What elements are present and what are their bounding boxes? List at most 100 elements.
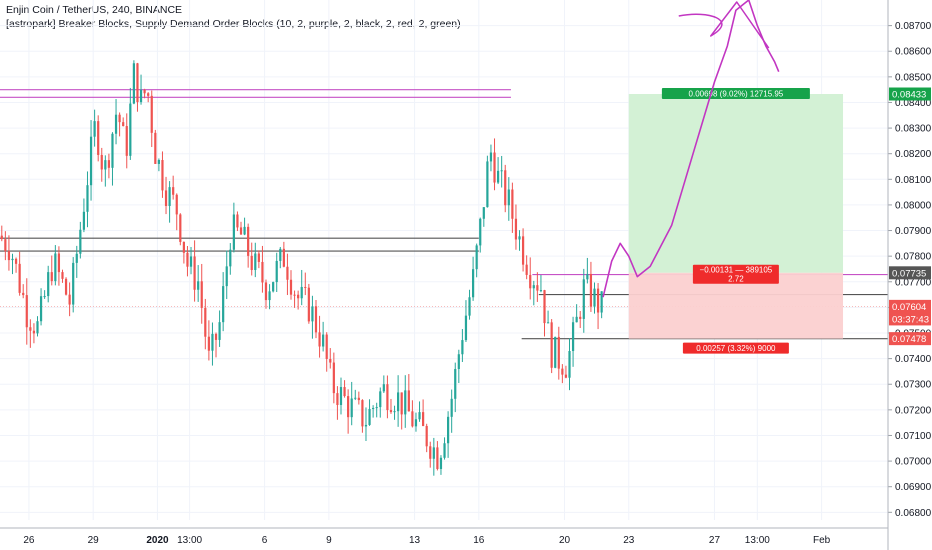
candle-body bbox=[243, 226, 246, 235]
target-label: 0.00698 (9.02%) 12715.95 bbox=[689, 90, 784, 99]
candle-body bbox=[204, 307, 207, 337]
candle-body bbox=[475, 245, 478, 270]
y-tick-label: 0.07200 bbox=[895, 405, 932, 416]
x-tick-label: 16 bbox=[473, 535, 485, 546]
y-tick-label: 0.06900 bbox=[895, 482, 932, 493]
center-label-box bbox=[692, 264, 779, 284]
candle-body bbox=[0, 235, 3, 240]
candle-body bbox=[218, 322, 221, 340]
candle-body bbox=[279, 248, 282, 261]
candle-body bbox=[47, 272, 50, 297]
candle-body bbox=[222, 286, 225, 323]
long-position-tool: 0.00698 (9.02%) 12715.95 −0.00131 — 38910… bbox=[628, 88, 844, 354]
y-tick-label: 0.07400 bbox=[895, 354, 932, 365]
candle-body bbox=[525, 264, 528, 275]
candle-body bbox=[397, 392, 400, 412]
candle-body bbox=[257, 253, 260, 262]
candle-body bbox=[168, 187, 171, 206]
candle-body bbox=[575, 316, 578, 323]
candle-body bbox=[307, 287, 310, 322]
candle-body bbox=[393, 411, 396, 413]
candle-body bbox=[336, 393, 339, 405]
candle-body bbox=[275, 260, 278, 283]
candle-body bbox=[157, 160, 160, 164]
candle-body bbox=[54, 253, 57, 282]
candle-body bbox=[414, 419, 418, 427]
candle-body bbox=[172, 187, 175, 195]
y-tick-label: 0.08400 bbox=[895, 98, 932, 109]
stop-label-box bbox=[682, 342, 789, 354]
candle-body bbox=[432, 447, 435, 459]
candle-body bbox=[314, 306, 318, 333]
candle-body bbox=[68, 294, 71, 305]
candle-body bbox=[364, 424, 368, 427]
candle-body bbox=[504, 170, 507, 206]
candle-body bbox=[11, 258, 14, 261]
candle-body bbox=[557, 336, 560, 369]
candle-body bbox=[532, 285, 535, 289]
time-axis: 26 29 2020 13:00 6 9 13 16 20 23 27 13:00 Feb bbox=[0, 527, 888, 546]
candle-body bbox=[429, 446, 432, 459]
candle-body bbox=[600, 291, 603, 313]
x-tick-label: 2020 bbox=[146, 535, 169, 546]
candle-body bbox=[325, 334, 328, 359]
candle-body bbox=[350, 398, 353, 418]
candle-body bbox=[7, 251, 11, 261]
candle-body bbox=[343, 387, 346, 397]
candle-body bbox=[232, 214, 235, 250]
x-tick-label: 26 bbox=[23, 535, 35, 546]
candle-body bbox=[454, 369, 457, 399]
stop-label: 0.00257 (3.32%) 9000 bbox=[696, 344, 776, 353]
candle-body bbox=[411, 411, 414, 427]
x-tick-label: 13 bbox=[409, 535, 421, 546]
candle-body bbox=[182, 241, 185, 253]
candle-body bbox=[439, 457, 443, 469]
y-tick-label: 0.07800 bbox=[895, 252, 932, 263]
x-tick-label: 6 bbox=[262, 535, 268, 546]
candle-body bbox=[14, 258, 18, 264]
candle-body bbox=[86, 185, 89, 212]
candle-body bbox=[539, 290, 543, 292]
y-tick-label: 0.07000 bbox=[895, 457, 932, 468]
candle-body bbox=[418, 412, 421, 420]
candle-body bbox=[586, 273, 589, 280]
candle-body bbox=[446, 416, 450, 444]
candle-body bbox=[536, 285, 539, 291]
y-tick-label: 0.07700 bbox=[895, 277, 932, 288]
y-tick-label: 0.06800 bbox=[895, 508, 932, 519]
last-price-tag-box bbox=[889, 299, 931, 313]
candle-body bbox=[550, 322, 553, 368]
candle-body bbox=[529, 274, 532, 289]
y-tick-label: 0.08700 bbox=[895, 21, 932, 32]
candle-body bbox=[332, 362, 335, 394]
profit-zone bbox=[628, 94, 844, 273]
candle-body bbox=[400, 392, 403, 415]
indicator-title: [astropark] Breaker Blocks, Supply Deman… bbox=[6, 18, 461, 30]
candle-body bbox=[186, 252, 189, 267]
candle-body bbox=[500, 170, 503, 172]
candle-body bbox=[107, 160, 111, 168]
candle-body bbox=[193, 256, 196, 290]
candle-body bbox=[571, 322, 575, 351]
candle-body bbox=[50, 272, 53, 282]
x-tick-label: 27 bbox=[709, 535, 721, 546]
candle-body bbox=[225, 266, 228, 287]
candle-body bbox=[300, 286, 303, 299]
y-tick-label: 0.08000 bbox=[895, 200, 932, 211]
y-tick-label: 0.07100 bbox=[895, 431, 932, 442]
candle-body bbox=[207, 336, 210, 351]
candle-body bbox=[493, 152, 496, 183]
candle-body bbox=[457, 354, 460, 370]
candle-body bbox=[479, 218, 482, 246]
candle-body bbox=[164, 190, 168, 206]
price-axis: 0.08700 0.08600 0.08500 0.08400 0.08300 0.082… bbox=[887, 0, 932, 550]
candle-body bbox=[118, 114, 121, 123]
projection-flourish bbox=[678, 1, 770, 49]
x-tick-label: 20 bbox=[559, 535, 571, 546]
x-tick-label: 13:00 bbox=[177, 535, 202, 546]
candle-body bbox=[268, 291, 271, 301]
candle-body bbox=[72, 262, 75, 305]
candle-body bbox=[79, 229, 82, 254]
candle-body bbox=[443, 443, 446, 458]
